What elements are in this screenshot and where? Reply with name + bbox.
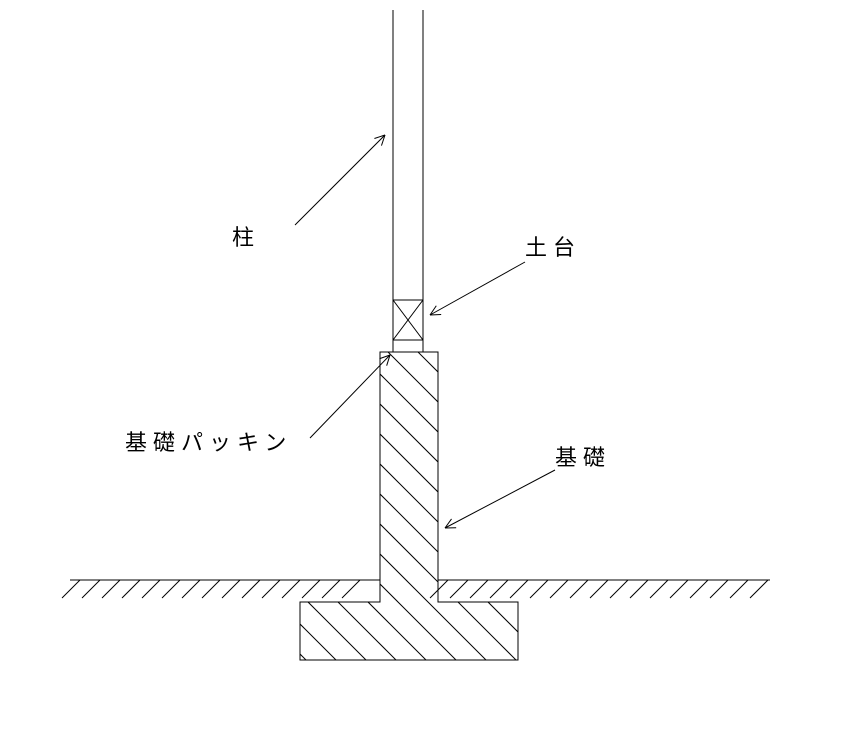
label-foundation: 基礎: [555, 445, 611, 470]
ground: [62, 580, 770, 598]
arrow-sill: [430, 262, 525, 315]
arrow-packing: [310, 355, 390, 438]
label-sill: 土台: [525, 235, 581, 260]
label-packing: 基礎パッキン: [125, 430, 292, 455]
arrow-pillar: [295, 135, 385, 225]
arrow-foundation: [445, 470, 555, 528]
packing-box: [393, 340, 423, 352]
foundation-outline: [300, 352, 518, 660]
foundation-hatch: [50, 0, 768, 748]
label-pillar: 柱: [232, 225, 260, 250]
sill-box: [393, 300, 423, 340]
column: [393, 10, 423, 300]
foundation-section-diagram: 柱 土台基礎パッキン基礎: [0, 0, 841, 748]
